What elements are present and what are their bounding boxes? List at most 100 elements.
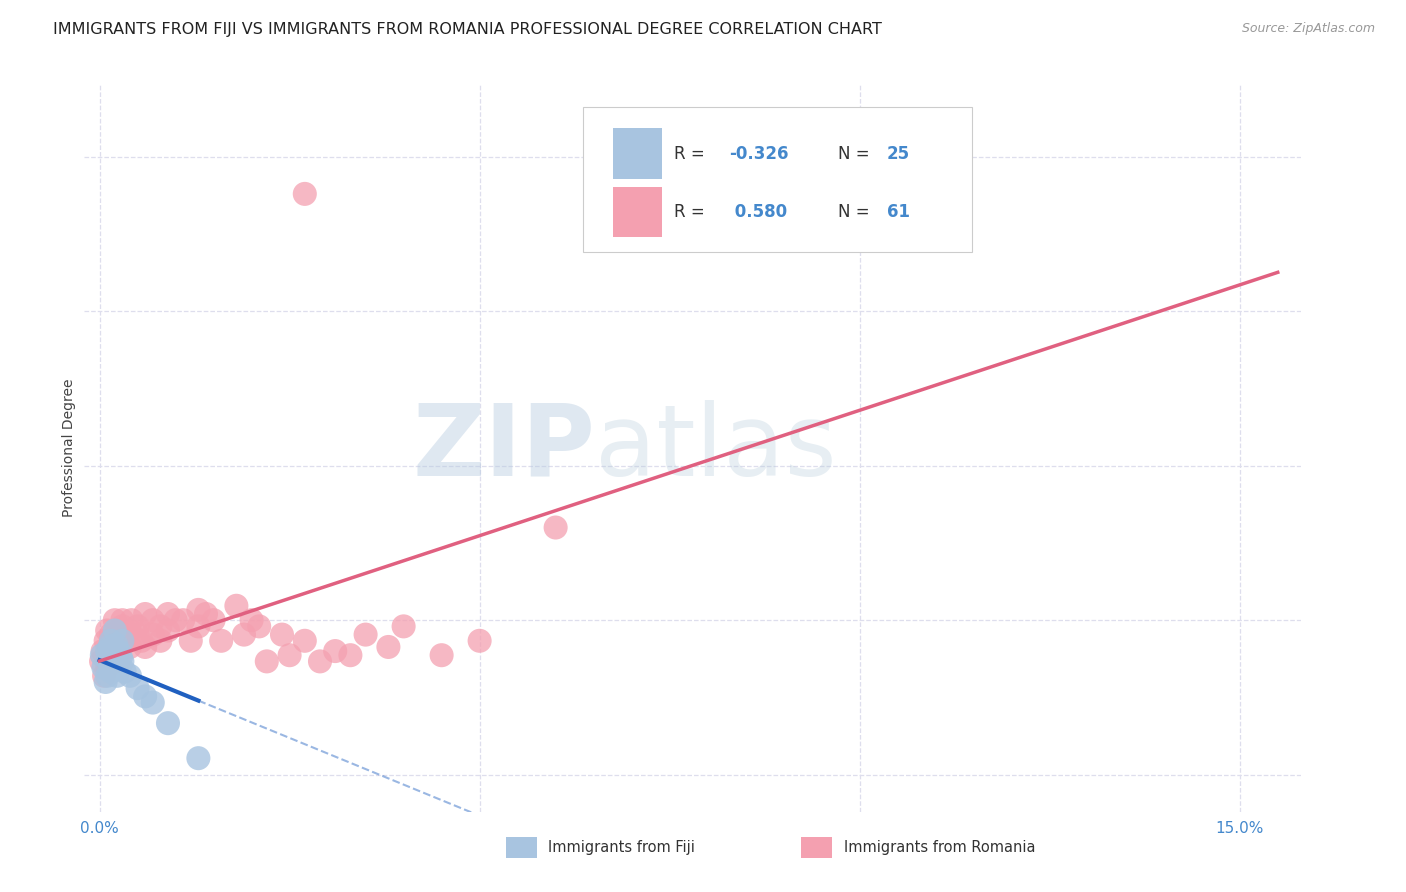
Text: 0.580: 0.580: [728, 203, 787, 221]
Point: [100, 665, 122, 679]
Point: [103, 648, 125, 663]
Point: [225, 599, 247, 613]
Point: [111, 619, 134, 633]
Text: R =: R =: [675, 203, 710, 221]
Point: [111, 654, 134, 668]
Point: [107, 654, 129, 668]
Point: [430, 648, 453, 663]
Point: [294, 633, 316, 648]
Point: [105, 669, 128, 683]
Point: [156, 624, 179, 638]
Point: [114, 665, 136, 679]
Point: [104, 624, 127, 638]
Point: [98, 640, 121, 654]
Point: [131, 633, 153, 648]
Point: [180, 633, 202, 648]
Point: [377, 640, 399, 654]
Point: [278, 648, 301, 663]
Point: [98, 654, 121, 668]
Point: [127, 619, 149, 633]
Point: [107, 624, 129, 638]
Point: [165, 613, 187, 627]
Point: [118, 624, 141, 638]
Point: [142, 627, 165, 641]
Point: [142, 696, 165, 710]
Point: [96, 624, 118, 638]
Point: [309, 654, 332, 668]
Point: [114, 633, 136, 648]
Text: -0.326: -0.326: [728, 145, 789, 163]
Point: [111, 613, 134, 627]
Text: N =: N =: [838, 145, 876, 163]
Point: [187, 603, 209, 617]
Point: [256, 654, 278, 668]
Point: [339, 648, 361, 663]
Y-axis label: Professional Degree: Professional Degree: [62, 379, 76, 517]
Point: [103, 633, 125, 648]
Point: [142, 613, 165, 627]
Point: [90, 648, 112, 663]
Point: [90, 654, 112, 668]
Point: [104, 644, 127, 658]
Point: [93, 669, 115, 683]
Point: [271, 627, 294, 641]
Point: [105, 638, 128, 652]
Text: IMMIGRANTS FROM FIJI VS IMMIGRANTS FROM ROMANIA PROFESSIONAL DEGREE CORRELATION : IMMIGRANTS FROM FIJI VS IMMIGRANTS FROM …: [53, 22, 883, 37]
Point: [91, 644, 114, 658]
Point: [149, 633, 172, 648]
Point: [100, 633, 122, 648]
Point: [104, 654, 127, 668]
Point: [209, 633, 232, 648]
Point: [94, 675, 117, 690]
Point: [127, 681, 149, 695]
Point: [100, 627, 122, 641]
Point: [107, 644, 129, 658]
Point: [468, 633, 491, 648]
Point: [111, 633, 134, 648]
Point: [127, 627, 149, 641]
Point: [104, 613, 127, 627]
Point: [294, 186, 316, 201]
Point: [187, 619, 209, 633]
Point: [115, 627, 138, 641]
Point: [544, 520, 567, 534]
Point: [247, 619, 270, 633]
Point: [118, 669, 141, 683]
Point: [134, 607, 156, 621]
Point: [96, 669, 118, 683]
Point: [97, 644, 120, 658]
Point: [156, 716, 179, 731]
Text: Immigrants from Fiji: Immigrants from Fiji: [548, 840, 695, 855]
Point: [105, 640, 128, 654]
Point: [194, 607, 217, 621]
Point: [134, 690, 156, 704]
Point: [118, 640, 141, 654]
Point: [233, 627, 256, 641]
Point: [96, 660, 118, 674]
Point: [202, 613, 225, 627]
Text: atlas: atlas: [595, 400, 837, 497]
Point: [111, 633, 134, 648]
Point: [94, 633, 117, 648]
Text: 61: 61: [887, 203, 910, 221]
Text: Immigrants from Romania: Immigrants from Romania: [844, 840, 1035, 855]
Point: [93, 660, 115, 674]
Point: [134, 640, 156, 654]
Point: [110, 650, 132, 665]
Point: [187, 751, 209, 765]
Text: N =: N =: [838, 203, 876, 221]
Point: [323, 644, 346, 658]
Text: 25: 25: [887, 145, 910, 163]
Text: Source: ZipAtlas.com: Source: ZipAtlas.com: [1241, 22, 1375, 36]
Text: ZIP: ZIP: [412, 400, 595, 497]
Point: [392, 619, 415, 633]
FancyBboxPatch shape: [583, 106, 972, 252]
Point: [100, 648, 122, 663]
Point: [172, 613, 194, 627]
Point: [121, 613, 143, 627]
Point: [240, 613, 263, 627]
Point: [149, 619, 172, 633]
Point: [354, 627, 377, 641]
Point: [97, 654, 120, 668]
Point: [96, 644, 118, 658]
